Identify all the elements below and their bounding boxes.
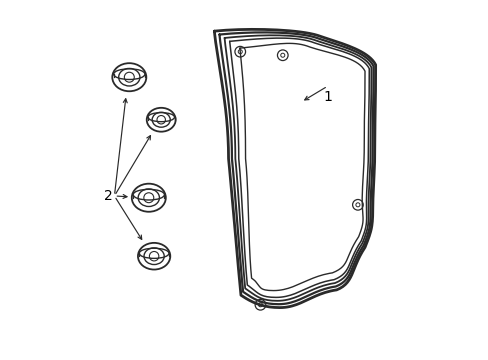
Text: 1: 1 <box>323 90 331 104</box>
Text: 2: 2 <box>103 189 112 203</box>
